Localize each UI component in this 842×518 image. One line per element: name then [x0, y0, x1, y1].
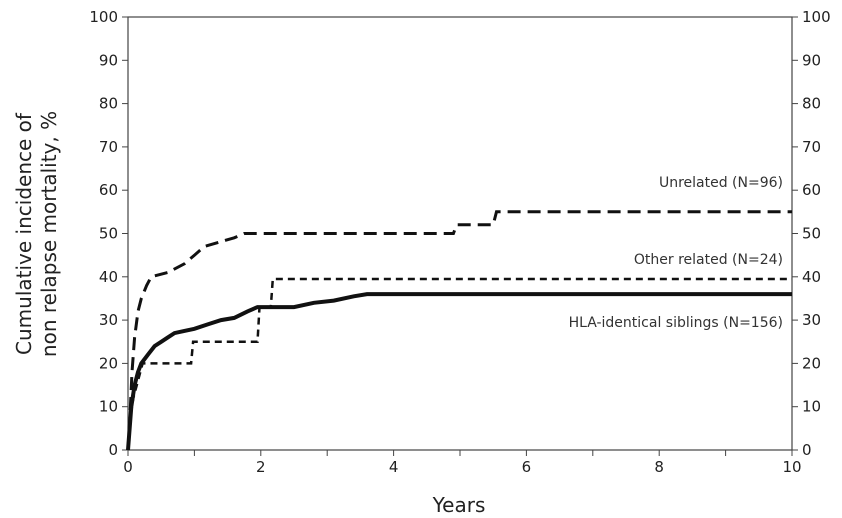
x-axis: 0 2 4 6 8 10 — [123, 450, 802, 476]
x-tick-label: 2 — [256, 458, 266, 476]
y-tick-label-left: 60 — [99, 181, 118, 199]
y-axis-title-line1: Cumulative incidence of — [12, 112, 36, 355]
x-tick-label: 6 — [522, 458, 532, 476]
y-tick-label-right: 30 — [802, 311, 821, 329]
y-tick-label-right: 70 — [802, 138, 821, 156]
x-tick-label: 10 — [782, 458, 801, 476]
y-tick-label-right: 0 — [802, 441, 812, 459]
series-label-hla-identical: HLA-identical siblings (N=156) — [569, 315, 783, 331]
y-tick-label-right: 60 — [802, 181, 821, 199]
x-axis-title: Years — [432, 493, 486, 517]
y-tick-label-right: 10 — [802, 398, 821, 416]
y-tick-label-left: 50 — [99, 225, 118, 243]
y-tick-label-right: 40 — [802, 268, 821, 286]
y-tick-label-right: 100 — [802, 8, 831, 26]
y-tick-label-left: 100 — [89, 8, 118, 26]
y-tick-label-left: 70 — [99, 138, 118, 156]
series-line-unrelated — [126, 210, 792, 451]
y-tick-label-left: 0 — [108, 441, 118, 459]
y-tick-label-left: 80 — [99, 95, 118, 113]
plot-border — [127, 16, 793, 451]
y-tick-label-left: 20 — [99, 354, 118, 372]
y-tick-label-right: 50 — [802, 225, 821, 243]
series-line-other-related — [126, 277, 792, 451]
y-axis-title-line2: non relapse mortality, % — [37, 111, 61, 357]
y-tick-label-right: 90 — [802, 51, 821, 69]
series-label-unrelated: Unrelated (N=96) — [659, 175, 783, 191]
series-label-other-related: Other related (N=24) — [634, 252, 783, 268]
y-tick-label-right: 20 — [802, 354, 821, 372]
plot-frame — [127, 16, 793, 451]
y-axis-right: 0 10 20 30 40 50 60 70 80 90 100 — [792, 8, 831, 459]
x-tick-label: 4 — [389, 458, 399, 476]
y-tick-label-left: 90 — [99, 51, 118, 69]
y-tick-label-left: 10 — [99, 398, 118, 416]
y-tick-label-left: 40 — [99, 268, 118, 286]
y-tick-label-left: 30 — [99, 311, 118, 329]
y-axis-left: 0 10 20 30 40 50 60 70 80 90 100 — [89, 8, 128, 459]
series-line-hla-identical — [126, 292, 792, 451]
series-lines — [126, 210, 792, 451]
y-tick-label-right: 80 — [802, 95, 821, 113]
x-tick-label: 0 — [123, 458, 133, 476]
x-tick-label: 8 — [654, 458, 664, 476]
